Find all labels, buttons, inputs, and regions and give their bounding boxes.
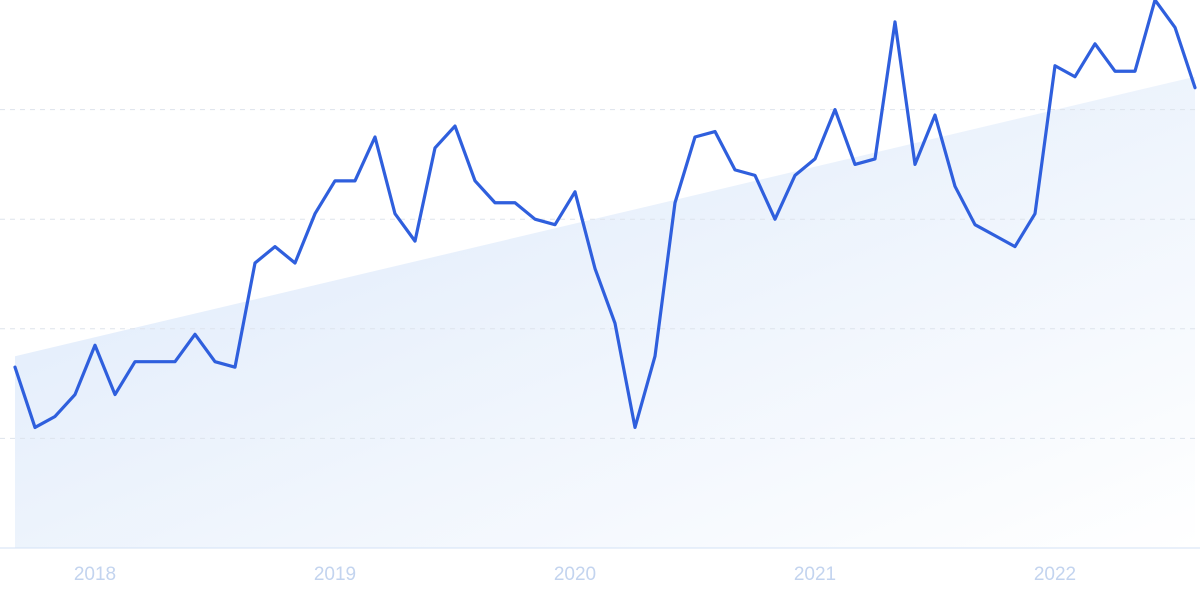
trend-line [13,0,1197,430]
x-tick-label: 2022 [1034,564,1076,585]
trend-area [15,76,1195,548]
x-tick-label: 2021 [794,564,836,585]
x-tick-label: 2020 [554,564,596,585]
x-tick-label: 2018 [74,564,116,585]
x-tick-label: 2019 [314,564,356,585]
